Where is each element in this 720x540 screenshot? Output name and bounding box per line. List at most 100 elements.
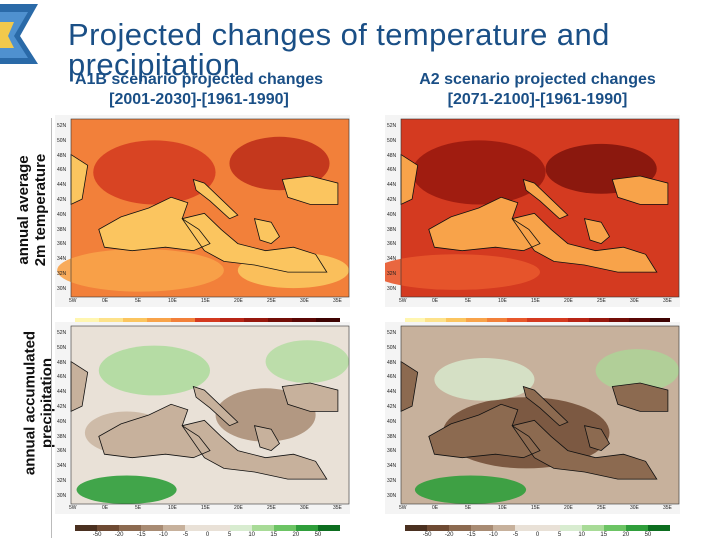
map-frame xyxy=(70,118,350,298)
latitude-tick: 36N xyxy=(387,241,397,248)
colorbar-label: 10 xyxy=(248,532,255,538)
map-shape xyxy=(523,179,568,219)
map-shape xyxy=(612,383,668,412)
latitude-tick: 48N xyxy=(387,359,397,366)
latitude-tick: 46N xyxy=(57,167,67,174)
colorbar-swatch xyxy=(141,525,164,531)
longitude-tick: 30E xyxy=(630,298,639,304)
map-shape xyxy=(98,404,210,458)
latitude-tick: 50N xyxy=(387,344,397,351)
divider xyxy=(51,118,52,538)
latitude-tick: 48N xyxy=(387,152,397,159)
colorbar-swatch xyxy=(486,318,507,324)
colorbar-swatch xyxy=(649,318,671,324)
map-temperature-a1b: 52N 50N 48N 46N 44N 42N 40N 38N 36N 34N 32N 30N 5W 0E… xyxy=(55,115,350,331)
colorbar xyxy=(405,525,670,531)
colorbar-swatch xyxy=(147,318,172,324)
colorbar-label: -20 xyxy=(114,532,124,538)
latitude-tick: 32N xyxy=(57,478,67,484)
longitude-tick: 30E xyxy=(630,505,639,511)
latitude-tick: 34N xyxy=(57,256,67,263)
colorbar-label: 10 xyxy=(578,532,585,538)
colorbar-swatch xyxy=(171,318,196,324)
longitude-tick: 25E xyxy=(597,298,606,304)
row-label-precipitation-line1: annual accumulated xyxy=(21,330,39,476)
longitude-tick: 10E xyxy=(498,298,507,304)
longitude-tick: 0E xyxy=(432,505,439,511)
longitude-tick: 5E xyxy=(135,298,142,304)
map-field-blob xyxy=(76,475,177,504)
longitude-tick: 30E xyxy=(300,505,309,511)
colorbar-swatch xyxy=(537,525,560,531)
column-header-a2-line1: A2 scenario projected changes xyxy=(419,71,656,88)
colorbar-swatch xyxy=(267,318,292,324)
colorbar-swatch xyxy=(229,525,252,531)
longitude-tick: 15E xyxy=(201,298,210,304)
colorbar-swatch xyxy=(515,525,538,531)
map-shape xyxy=(511,419,658,480)
column-header-a1b-line1: A1B scenario projected changes xyxy=(74,71,324,88)
colorbar-swatch xyxy=(163,525,186,531)
longitude-tick: 0E xyxy=(432,298,439,304)
longitude-tick: 35E xyxy=(333,505,342,511)
map-canvas xyxy=(57,118,350,298)
longitude-tick: 5E xyxy=(465,298,472,304)
colorbar-swatch xyxy=(608,318,630,324)
longitude-tick: 5E xyxy=(135,505,142,511)
latitude-tick: 38N xyxy=(57,226,67,233)
latitude-tick: 30N xyxy=(57,285,67,292)
longitude-tick: 5E xyxy=(465,505,472,511)
column-header-a2-line2: [2071-2100]-[1961-1990] xyxy=(447,91,628,108)
colorbar-label: 20 xyxy=(292,532,300,538)
latitude-tick: 52N xyxy=(387,123,397,129)
longitude-tick: 15E xyxy=(531,505,540,511)
colorbar-swatch xyxy=(219,318,244,324)
latitude-tick: 48N xyxy=(57,152,67,159)
latitude-tick: 52N xyxy=(57,330,67,336)
map-shape xyxy=(253,425,281,452)
colorbar-swatch xyxy=(119,525,142,531)
latitude-tick: 46N xyxy=(387,374,397,381)
longitude-tick: 25E xyxy=(597,505,606,511)
latitude-tick: 42N xyxy=(57,197,67,203)
latitude-tick: 34N xyxy=(387,463,397,470)
map-canvas xyxy=(70,325,350,505)
map-field-blob xyxy=(93,140,216,205)
colorbar-label: -10 xyxy=(158,532,168,538)
latitude-tick: 44N xyxy=(387,182,397,189)
colorbar-swatch xyxy=(506,318,528,324)
map-field-blob xyxy=(57,248,224,292)
colorbar-swatch xyxy=(207,525,230,531)
colorbar-label: 0 xyxy=(535,532,540,538)
longitude-ticks: 5W 0E 5E 10E 15E 20E 25E 30E 35E xyxy=(69,298,346,306)
map-shape xyxy=(428,403,541,459)
latitude-tick: 40N xyxy=(387,418,397,425)
map-shape xyxy=(401,154,418,205)
latitude-tick: 50N xyxy=(57,137,67,144)
latitude-tick: 30N xyxy=(387,492,397,499)
colorbar-label: -15 xyxy=(466,532,476,538)
colorbar-swatch xyxy=(466,318,487,324)
latitude-ticks: 52N 50N 48N 46N 44N 42N 40N 38N 36N 34N 32N 30N xyxy=(57,123,71,303)
colorbar-label: 5 xyxy=(557,532,562,538)
colorbar-swatch xyxy=(629,318,650,324)
colorbar-label: 20 xyxy=(622,532,630,538)
colorbar-swatch xyxy=(547,318,569,324)
map-shape xyxy=(523,386,568,426)
longitude-tick: 10E xyxy=(168,505,177,511)
latitude-tick: 36N xyxy=(387,448,397,455)
latitude-tick: 32N xyxy=(387,478,397,484)
latitude-tick: 52N xyxy=(57,123,67,129)
latitude-tick: 42N xyxy=(387,404,397,410)
logo xyxy=(0,0,50,68)
colorbar-label: -10 xyxy=(488,532,498,538)
map-shape xyxy=(192,385,239,427)
colorbar-swatch xyxy=(568,318,589,324)
colorbar-label: -5 xyxy=(182,532,189,538)
colorbar-swatch xyxy=(603,525,626,531)
map-shape xyxy=(611,175,669,205)
latitude-tick: 34N xyxy=(387,256,397,263)
map-shape xyxy=(522,385,569,427)
row-label-temperature-line2: 2m temperature xyxy=(32,153,49,267)
colorbar-swatch xyxy=(445,318,467,324)
